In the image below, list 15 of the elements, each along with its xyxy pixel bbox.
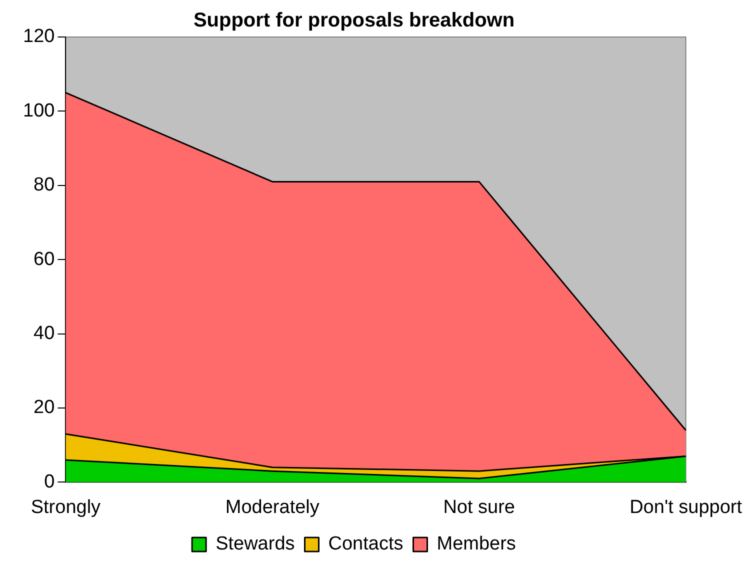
x-tick-label: Not sure [443,496,515,518]
y-tick-label: 80 [34,174,55,196]
y-tick-label: 20 [34,397,55,418]
y-tick-label: 40 [34,323,55,344]
x-tick-label: Strongly [30,496,102,518]
x-tick-label: Moderately [225,496,320,518]
legend-label: Members [436,534,516,555]
y-tick-label: 60 [34,248,55,270]
y-tick-label: 100 [23,100,55,122]
y-tick-label: 120 [23,26,55,48]
legend-label: Stewards [216,534,295,555]
legend-label: Contacts [328,534,404,555]
y-tick-label: 0 [44,471,55,492]
x-tick-label: Don't support [630,496,743,518]
chart-title: Support for proposals breakdown [193,10,515,32]
